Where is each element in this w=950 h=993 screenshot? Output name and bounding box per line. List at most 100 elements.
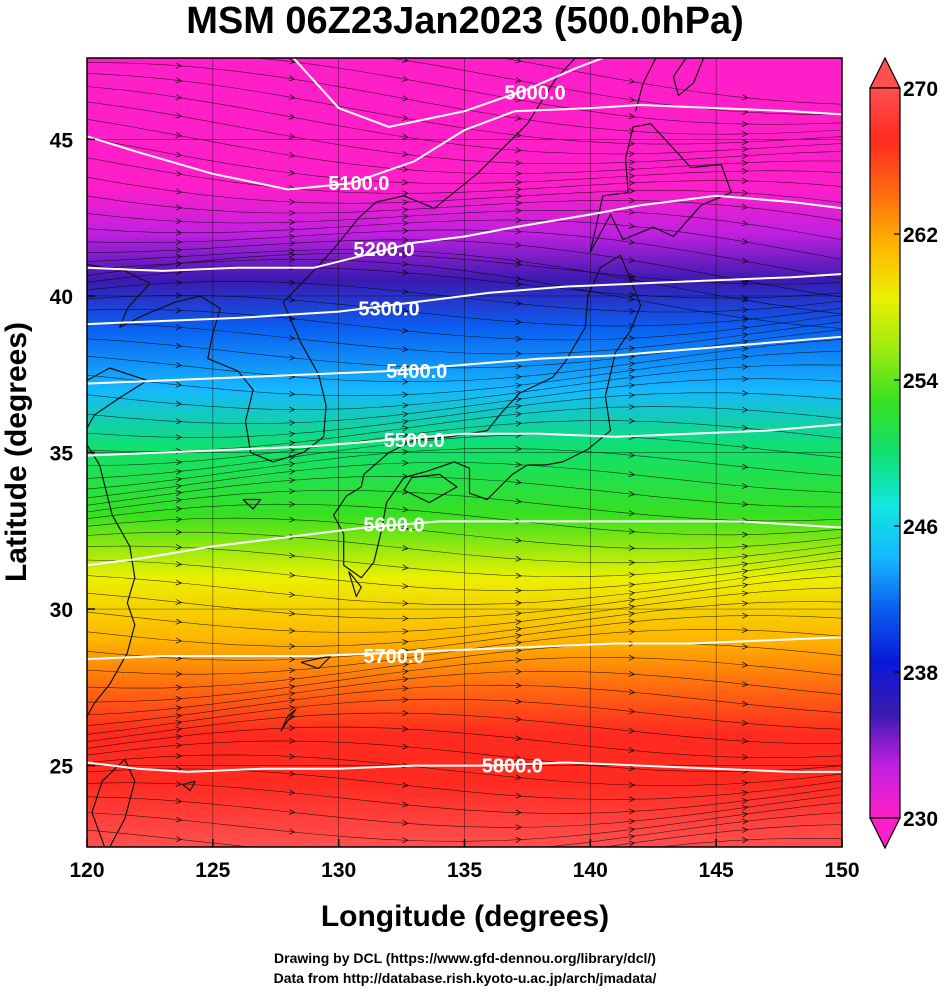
- stream-arrow: [741, 798, 749, 804]
- stream-arrow: [402, 213, 409, 220]
- stream-arrow: [289, 865, 295, 870]
- stream-arrow: [402, 782, 409, 788]
- stream-arrow: [402, 545, 409, 551]
- height-contour: [87, 335, 842, 385]
- contour-label: 5800.0: [482, 756, 543, 778]
- credit-drawing: Drawing by DCL (https://www.gfd-dennou.o…: [274, 950, 656, 966]
- stream-arrow: [515, 411, 522, 418]
- height-contour: [87, 520, 842, 567]
- colorbar-extend-top: [869, 56, 901, 89]
- stream-arrow: [515, 863, 521, 868]
- stream-arrow: [176, 856, 182, 861]
- y-tick-label: 25: [50, 756, 74, 779]
- stream-arrow: [515, 809, 522, 816]
- stream-arrow: [628, 367, 636, 374]
- stream-arrow: [288, 572, 296, 578]
- stream-arrow: [288, 684, 296, 690]
- stream-arrow: [741, 354, 749, 360]
- stream-arrow: [288, 247, 296, 254]
- stream-arrow: [628, 781, 636, 788]
- stream-arrow: [289, 406, 296, 413]
- stream-arrow: [402, 865, 408, 870]
- stream-arrow: [288, 226, 296, 233]
- stream-arrow: [628, 291, 636, 298]
- stream-arrow: [628, 765, 636, 772]
- stream-arrow: [175, 599, 183, 605]
- credit-data: Data from http://database.rish.kyoto-u.a…: [274, 970, 657, 986]
- stream-arrow: [741, 590, 749, 597]
- stream-arrow: [175, 112, 183, 119]
- stream-arrow: [628, 418, 636, 424]
- stream-arrow: [741, 582, 749, 589]
- stream-arrow: [741, 738, 749, 744]
- stream-arrow: [288, 279, 296, 286]
- stream-arrow: [628, 604, 636, 610]
- stream-arrow: [741, 345, 749, 352]
- stream-arrow: [742, 168, 749, 175]
- stream-arrow: [175, 307, 183, 314]
- stream-arrow: [515, 170, 522, 177]
- stream-arrow: [288, 296, 296, 303]
- stream-arrow: [402, 391, 409, 398]
- y-tick-label: 40: [50, 286, 73, 309]
- stream-arrow: [742, 531, 749, 538]
- coastline: [91, 758, 136, 847]
- stream-arrow: [741, 789, 749, 796]
- stream-arrow: [288, 152, 296, 159]
- stream-arrow: [288, 240, 296, 247]
- stream-arrow: [628, 159, 636, 166]
- stream-arrow: [402, 743, 409, 750]
- stream-arrow: [288, 461, 296, 468]
- stream-arrow: [175, 170, 183, 177]
- stream-arrow: [742, 131, 749, 137]
- stream-arrow: [515, 856, 521, 861]
- stream-arrow: [175, 418, 183, 425]
- stream-arrow: [628, 382, 636, 389]
- stream-arrow: [741, 681, 749, 688]
- stream-arrow: [175, 342, 183, 349]
- stream-arrow: [288, 94, 296, 101]
- stream-arrow: [175, 218, 183, 225]
- stream-arrow: [175, 132, 183, 138]
- stream-arrow: [288, 705, 296, 711]
- y-tick-label: 35: [50, 443, 74, 466]
- stream-arrow: [628, 654, 636, 661]
- height-contour: [87, 423, 842, 457]
- stream-arrow: [741, 316, 749, 323]
- stream-arrow: [402, 327, 409, 334]
- plot-area: 5000.0 5100.0 5200.0 5300.0 5400.0 5500.0 5600…: [86, 57, 843, 885]
- stream-arrow: [403, 853, 408, 858]
- stream-arrow: [402, 190, 409, 197]
- coastline: [348, 571, 362, 598]
- stream-arrow: [289, 738, 296, 745]
- contour-label: 5600.0: [363, 515, 424, 537]
- stream-arrow: [741, 837, 749, 844]
- stream-arrow: [515, 382, 522, 389]
- stream-arrow: [628, 180, 636, 187]
- stream-arrow: [515, 403, 522, 410]
- stream-arrow: [175, 476, 183, 483]
- colorbar: 230 238 246 254 262 270: [869, 56, 938, 850]
- stream-arrow: [288, 335, 296, 341]
- colorbar-tick-label: 238: [903, 662, 938, 685]
- stream-arrow: [515, 147, 522, 154]
- stream-arrow: [515, 179, 522, 186]
- stream-arrow: [289, 880, 294, 885]
- stream-arrow: [515, 186, 522, 193]
- stream-arrow: [402, 449, 409, 456]
- stream-arrow: [628, 197, 636, 204]
- stream-arrow: [628, 559, 636, 566]
- stream-arrow: [175, 490, 183, 496]
- coastline: [242, 498, 262, 510]
- stream-arrow: [628, 840, 636, 847]
- stream-arrow: [402, 525, 409, 532]
- stream-arrow: [741, 568, 749, 575]
- stream-arrow: [288, 714, 296, 721]
- stream-arrow: [741, 553, 749, 560]
- x-tick-label: 135: [447, 859, 482, 882]
- stream-arrow: [741, 204, 749, 210]
- stream-arrow: [516, 848, 522, 853]
- stream-arrow: [288, 251, 296, 258]
- coastline: [589, 123, 732, 253]
